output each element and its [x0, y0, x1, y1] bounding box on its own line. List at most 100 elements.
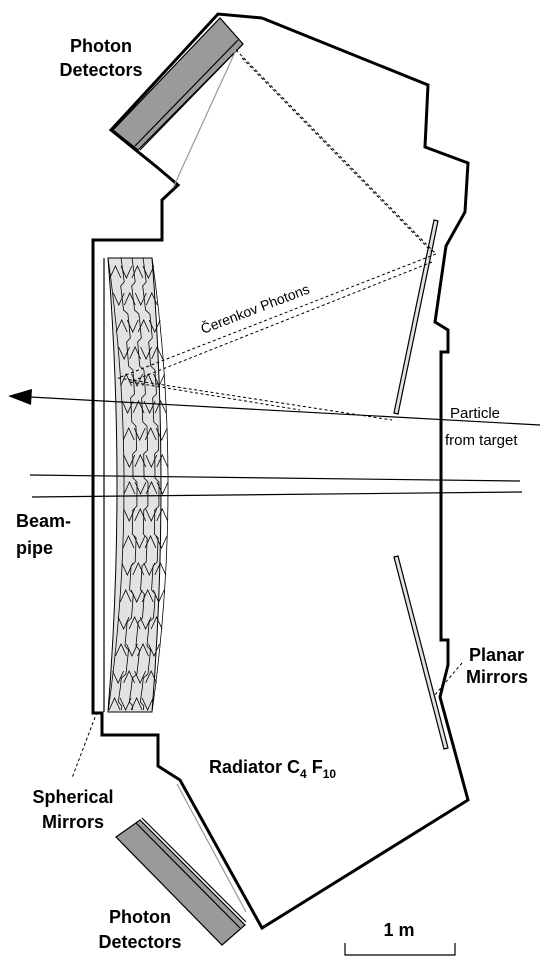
detector-plate-bottom — [115, 819, 246, 946]
mirror-facet-edge — [115, 319, 128, 333]
particle-label-2: from target — [445, 432, 518, 449]
mirror-facet-edge — [139, 616, 152, 630]
mirror-facet-edge — [145, 670, 157, 684]
mirror-facet-edge — [112, 292, 125, 306]
mirror-facet-edge — [145, 508, 158, 522]
spherical-mirror-shell — [107, 257, 162, 713]
mirror-facet-edge — [130, 697, 143, 711]
mirror-facet-edge — [131, 373, 143, 387]
mirror-facet-edge — [154, 562, 167, 576]
mirror-facet-edge — [120, 265, 133, 279]
particle-label-1: Particle — [450, 405, 500, 422]
mirror-facet-edge — [134, 670, 146, 684]
mirror-facet-edge — [108, 697, 121, 711]
detector-window-line — [134, 39, 239, 147]
mirror-facet-edge — [144, 427, 157, 441]
mirror-facet-edge — [145, 454, 158, 468]
acceptance-ray-top — [172, 49, 237, 189]
mirror-facet-edge — [151, 346, 163, 360]
mirror-facet-edge — [140, 346, 152, 360]
particle-track-line — [29, 396, 541, 426]
photon-detector-bottom — [115, 817, 247, 946]
mirror-facet-edge — [123, 481, 136, 495]
mirror-facet-edge — [155, 535, 168, 549]
mirror-facet-edge — [144, 535, 157, 549]
planar-mirrors-label-2: Mirrors — [466, 667, 528, 687]
mirror-facet-edge — [123, 670, 135, 684]
mirror-facet-edge — [131, 265, 144, 279]
photon-ray — [129, 261, 433, 383]
mirror-facet-edge — [118, 346, 130, 360]
mirror-facet-edge — [154, 400, 167, 414]
mirror-cells — [107, 257, 169, 711]
mirror-facet-edge — [134, 481, 147, 495]
detector-plate-top — [112, 17, 244, 151]
mirror-facet-edge — [145, 292, 158, 306]
mirror-facet-edge — [126, 319, 139, 333]
mirror-facet-edge — [123, 292, 136, 306]
mirror-facet-edge — [150, 616, 163, 630]
mirror-facet-edge — [156, 481, 169, 495]
photon-ray — [117, 377, 393, 421]
photon-detectors-top-label-1: Photon — [70, 36, 132, 56]
mirror-facet-edge — [123, 454, 136, 468]
mirror-facet-edge — [148, 319, 161, 333]
mirror-facet-edge — [141, 589, 154, 603]
cerenkov-photons-label: Čerenkov Photons — [198, 281, 311, 337]
planar-mirrors-leader — [433, 662, 463, 697]
photon-detector-top — [112, 17, 244, 151]
mirror-facet-edge — [109, 265, 122, 279]
mirror-facet-edge — [141, 697, 154, 711]
mirror-facet-edge — [148, 643, 160, 657]
scale-bar-label: 1 m — [383, 920, 414, 940]
spherical-mirrors-label-2: Mirrors — [42, 812, 104, 832]
mirror-facet-edge — [122, 427, 135, 441]
mirror-facet-edge — [120, 373, 132, 387]
mirror-facet-edge — [152, 589, 165, 603]
mirror-column-seam — [128, 257, 149, 711]
mirror-facet-edge — [133, 427, 146, 441]
mirror-facet-edge — [115, 643, 127, 657]
mirror-facet-edge — [137, 319, 150, 333]
scale-bar — [344, 943, 456, 956]
mirror-facet-edge — [134, 508, 147, 522]
planar-mirror-top — [393, 219, 439, 415]
detector-window-line — [141, 817, 247, 923]
detector-window-line — [139, 43, 244, 151]
mirror-facet-edge — [153, 373, 165, 387]
photon-ray — [129, 381, 301, 411]
mirror-facet-edge — [119, 589, 132, 603]
detector-window-line — [135, 822, 241, 929]
mirror-facet-edge — [142, 373, 154, 387]
acceptance-ray-bottom — [176, 783, 247, 913]
beam-pipe-label-1: Beam- — [16, 511, 71, 531]
mirror-facet-edge — [112, 670, 124, 684]
mirror-facet-edge — [137, 643, 149, 657]
cerenkov-photon-rays — [117, 49, 437, 421]
mirror-column-seam — [107, 257, 125, 711]
planar-mirrors-label-1: Planar — [469, 645, 524, 665]
mirror-facet-edge — [121, 400, 134, 414]
vessel-outline — [91, 12, 470, 931]
mirror-facet-edge — [132, 562, 145, 576]
photon-ray — [117, 253, 437, 379]
beam-pipe — [29, 474, 523, 498]
mirror-facet-edge — [145, 481, 158, 495]
mirror-column-seam — [117, 257, 138, 711]
particle-arrowhead — [8, 389, 32, 405]
mirror-facet-edge — [143, 400, 156, 414]
mirror-facet-edge — [155, 427, 168, 441]
mirror-facet-edge — [143, 562, 156, 576]
scale-bar-line — [344, 943, 456, 956]
mirror-facet-edge — [123, 508, 136, 522]
mirror-facet-edge — [133, 535, 146, 549]
mirror-facet-edge — [134, 292, 147, 306]
mirror-facet-edge — [119, 697, 132, 711]
mirror-facet-edge — [156, 454, 169, 468]
mirror-facet-edge — [122, 535, 135, 549]
mirror-facet-edge — [117, 616, 130, 630]
spherical-mirrors-label-1: Spherical — [32, 787, 113, 807]
photon-detectors-top-label-2: Detectors — [59, 60, 142, 80]
